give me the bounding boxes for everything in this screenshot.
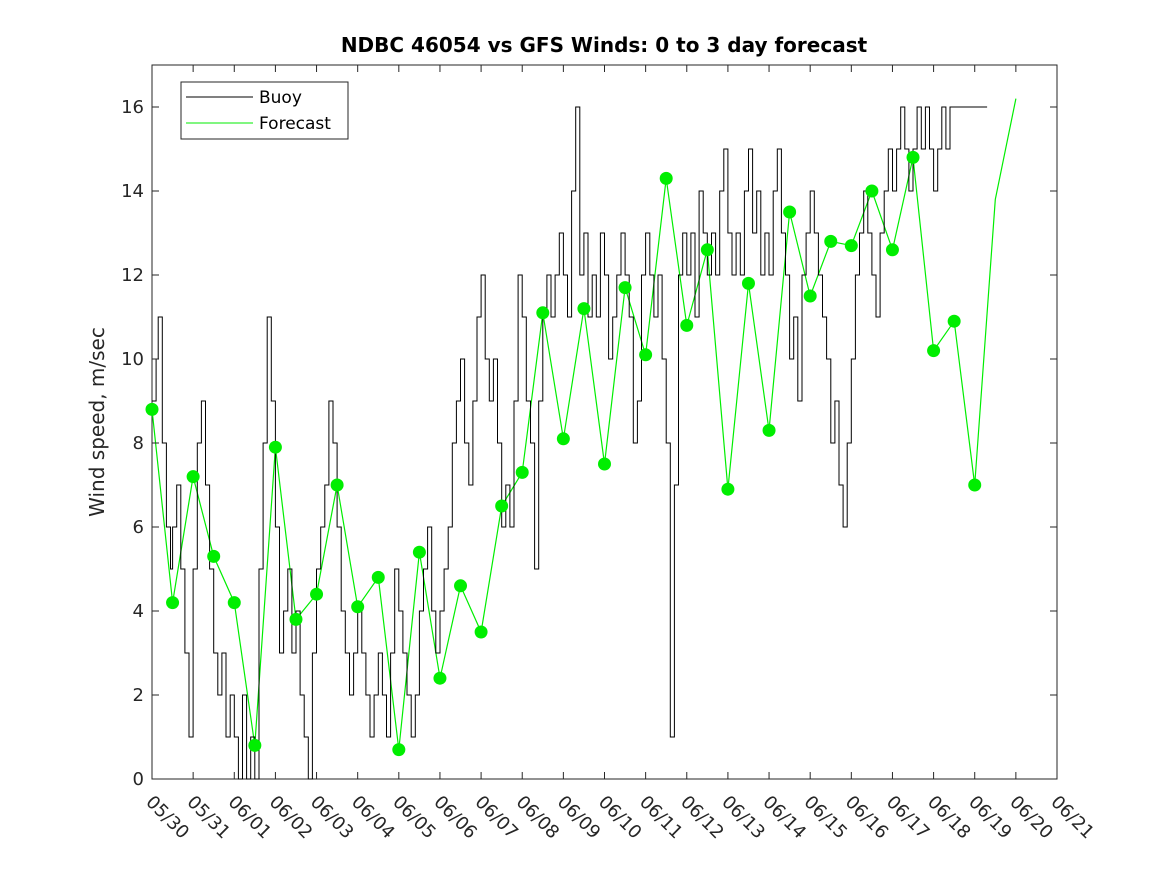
forecast-marker: [145, 402, 159, 416]
y-axis-label: Wind speed, m/sec: [85, 327, 109, 517]
forecast-marker: [454, 579, 468, 593]
forecast-marker: [556, 432, 570, 446]
forecast-marker: [495, 499, 509, 513]
forecast-marker: [741, 276, 755, 290]
y-tick-label: 2: [133, 685, 144, 706]
y-tick-label: 10: [121, 349, 144, 370]
forecast-marker: [762, 423, 776, 437]
forecast-marker: [968, 478, 982, 492]
legend-buoy-label: Buoy: [259, 88, 302, 108]
forecast-marker: [721, 482, 735, 496]
y-tick-label: 14: [121, 181, 144, 202]
legend-box: [180, 81, 349, 140]
forecast-marker: [515, 465, 529, 479]
forecast-marker: [659, 171, 673, 185]
forecast-marker: [207, 549, 221, 563]
forecast-marker: [885, 243, 899, 257]
y-tick-label: 6: [133, 517, 144, 538]
forecast-marker: [927, 344, 941, 358]
forecast-marker: [310, 587, 324, 601]
forecast-marker: [268, 440, 282, 454]
forecast-marker: [371, 570, 385, 584]
forecast-marker: [577, 302, 591, 316]
forecast-marker: [639, 348, 653, 362]
forecast-marker: [474, 625, 488, 639]
chart-title: NDBC 46054 vs GFS Winds: 0 to 3 day fore…: [341, 33, 868, 57]
forecast-marker: [865, 184, 879, 198]
buoy-series: [152, 106, 988, 780]
forecast-marker: [433, 671, 447, 685]
forecast-marker: [330, 478, 344, 492]
y-axis: 0 2 4 6 8 10 12 14 16: [121, 97, 1057, 790]
forecast-marker: [351, 600, 365, 614]
forecast-marker: [248, 738, 262, 752]
forecast-markers: [145, 150, 982, 757]
forecast-marker: [783, 205, 797, 219]
forecast-marker: [824, 234, 838, 248]
forecast-marker: [186, 470, 200, 484]
forecast-marker: [947, 314, 961, 328]
forecast-marker: [412, 545, 426, 559]
forecast-marker: [289, 612, 303, 626]
buoy-line: [152, 106, 988, 780]
y-tick-label: 12: [121, 265, 144, 286]
legend-forecast-label: Forecast: [259, 114, 331, 134]
forecast-marker: [803, 289, 817, 303]
y-tick-label: 4: [133, 601, 144, 622]
forecast-marker: [700, 243, 714, 257]
forecast-marker: [618, 281, 632, 295]
forecast-marker: [536, 306, 550, 320]
forecast-marker: [392, 743, 406, 757]
plot-area: [151, 64, 1058, 780]
y-tick-label: 8: [133, 433, 144, 454]
forecast-marker: [227, 596, 241, 610]
forecast-marker: [844, 239, 858, 253]
y-tick-label: 0: [133, 769, 144, 790]
forecast-marker: [166, 596, 180, 610]
forecast-marker: [680, 318, 694, 332]
forecast-marker: [598, 457, 611, 471]
forecast-marker: [906, 150, 920, 164]
legend: Buoy Forecast: [180, 81, 349, 140]
y-tick-label: 16: [121, 97, 144, 118]
